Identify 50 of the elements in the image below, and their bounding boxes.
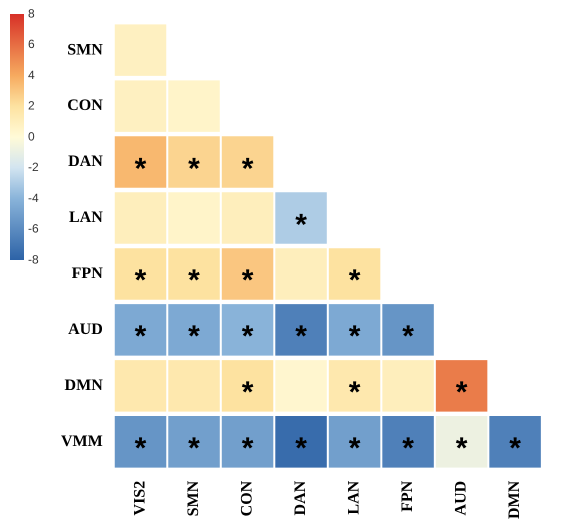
y-tick-label: CON	[67, 97, 104, 114]
color-bar-label: 6	[28, 37, 35, 52]
data-label: *	[242, 152, 254, 186]
data-label: *	[188, 264, 200, 298]
color-bar-label: -4	[28, 190, 39, 205]
data-label: *	[295, 208, 308, 242]
data-label: *	[295, 432, 308, 466]
y-tick-label: LAN	[68, 209, 104, 226]
data-label: *	[295, 320, 308, 354]
x-tick-label: CON	[238, 480, 256, 516]
y-tick-label: AUD	[68, 321, 103, 338]
y-tick-label: DAN	[68, 153, 104, 170]
y-tick-label: FPN	[72, 265, 104, 282]
data-label: *	[242, 320, 254, 354]
data-label: *	[348, 376, 361, 410]
x-tick-label: VIS2	[132, 480, 149, 516]
y-tick-label: VMM	[60, 432, 103, 450]
color-bar-label: -2	[28, 160, 39, 174]
y-tick-label: SMN	[67, 41, 104, 58]
color-bar-label: -6	[28, 222, 39, 236]
data-label: *	[242, 432, 254, 466]
data-label: *	[402, 320, 414, 354]
data-label: *	[456, 376, 468, 410]
data-label: *	[134, 320, 147, 354]
data-label: *	[348, 264, 361, 298]
data-label: *	[348, 432, 361, 466]
y-tick-label: DMN	[64, 376, 104, 394]
data-label: *	[188, 152, 200, 186]
x-tick-label: DAN	[292, 480, 310, 516]
color-bar-label: 8	[28, 6, 35, 20]
data-label: *	[242, 264, 254, 298]
x-tick-label: AUD	[452, 480, 470, 516]
x-tick-label: DMN	[506, 480, 524, 520]
color-bar-label: -8	[28, 252, 39, 266]
data-label: *	[134, 152, 147, 186]
x-tick-label: FPN	[399, 480, 416, 512]
color-bar-label: 4	[28, 68, 35, 82]
data-label: *	[348, 320, 361, 354]
data-label: *	[242, 376, 254, 410]
data-label: *	[134, 432, 147, 466]
data-label: *	[456, 432, 468, 466]
color-bar-label: 0	[28, 129, 35, 144]
color-bar-label: 2	[28, 98, 35, 113]
data-label: *	[509, 432, 522, 466]
data-label: *	[188, 432, 200, 466]
x-tick-label: SMN	[185, 480, 202, 516]
data-label: *	[134, 264, 147, 298]
data-label: *	[188, 320, 200, 354]
data-label: *	[402, 432, 414, 466]
x-tick-label: LAN	[346, 480, 363, 515]
